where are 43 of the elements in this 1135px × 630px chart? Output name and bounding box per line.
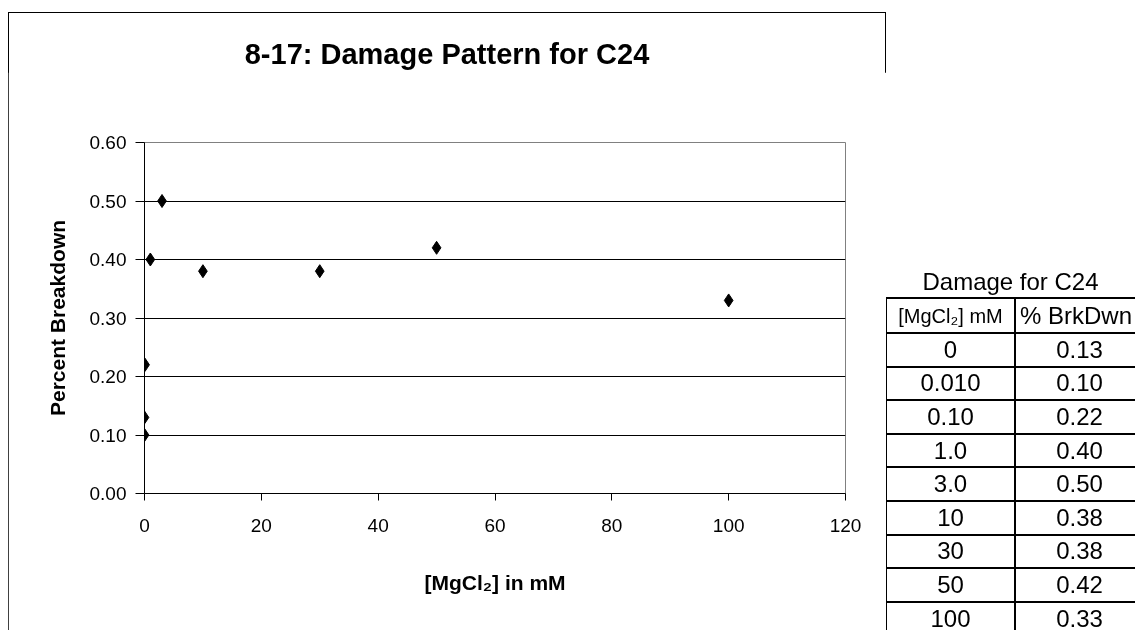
point (157, 194, 167, 208)
y-tick-label: 0.40 (89, 249, 127, 270)
text: [MgCl₂] mM (885, 297, 1016, 334)
text: 0 (885, 332, 1016, 368)
text: 0.10 (1014, 365, 1135, 402)
text: 0.33 (1014, 600, 1135, 630)
text: 0.38 (1014, 500, 1135, 536)
text: 0.38 (1014, 533, 1135, 570)
text: 1.0 (885, 432, 1016, 469)
point (145, 252, 156, 267)
text: 0.22 (1014, 399, 1135, 435)
x-tick-label: 120 (829, 514, 862, 536)
text: 0.42 (1014, 567, 1135, 603)
x-tick-label: 0 (139, 514, 150, 536)
text: 0.010 (885, 365, 1016, 402)
point (431, 240, 442, 255)
y-tick-label: 0.60 (89, 132, 127, 153)
text: 0.13 (1014, 332, 1135, 368)
x-tick-label: 60 (484, 514, 506, 536)
x-tick-label: 100 (712, 514, 745, 536)
y-tick-label: 0.10 (89, 424, 127, 446)
x-tick-label: 20 (250, 514, 272, 536)
text: 30 (885, 533, 1016, 570)
text: Damage for C24 (921, 268, 1100, 296)
text: % BrkDwn (1014, 297, 1135, 334)
text: 100 (885, 600, 1016, 630)
text: 3.0 (885, 466, 1016, 502)
y-tick-label: 0.30 (89, 307, 127, 329)
y-axis-title: Percent Breakdown (45, 219, 69, 417)
text: 0.10 (885, 399, 1016, 435)
point (314, 264, 325, 279)
point (723, 293, 734, 308)
y-tick-label: 0.00 (89, 483, 127, 504)
y-tick-label: 0.50 (89, 190, 127, 212)
x-tick-label: 80 (601, 514, 623, 536)
text: 0.40 (1014, 432, 1135, 469)
chart-title: 8-17: Damage Pattern for C24 (243, 38, 651, 70)
y-tick-label: 0.20 (89, 366, 127, 387)
text: 50 (885, 567, 1016, 603)
x-axis-title: [MgCl₂] in mM (424, 570, 566, 594)
text: 10 (885, 500, 1016, 536)
text: 0.50 (1014, 466, 1135, 502)
x-tick-label: 40 (367, 514, 389, 536)
